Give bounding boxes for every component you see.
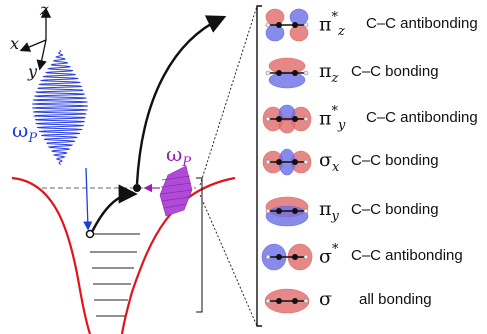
orbital-row: σx C–C bonding	[256, 143, 487, 181]
orbital-description: C–C bonding	[351, 152, 439, 169]
orbital-row: π*y C–C antibonding	[256, 100, 487, 138]
x-axis	[19, 39, 47, 52]
orbital-symbol: πz	[319, 60, 339, 86]
sigma-orbital-icon	[264, 288, 310, 314]
energy-levels	[88, 233, 140, 317]
orbital-row: σ* C–C antibonding	[256, 238, 487, 276]
orbital-symbol: πy	[319, 198, 339, 224]
pi-y-orbital-icon	[265, 196, 309, 227]
orbital-description: C–C antibonding	[366, 15, 478, 32]
pi-z-orbital-icon	[265, 57, 309, 89]
orbital-row: πy C–C bonding	[256, 192, 487, 230]
potential-curve	[11, 176, 236, 334]
excitation-arrow	[90, 184, 138, 233]
orbital-description: C–C bonding	[351, 201, 439, 218]
orbital-symbol: σ	[319, 288, 332, 310]
orbital-description: C–C antibonding	[351, 247, 463, 264]
orbital-symbol: π*y	[319, 104, 346, 134]
orbital-symbol: σ*	[319, 242, 339, 268]
coordinate-axes	[19, 7, 52, 71]
orbital-bracket	[256, 5, 262, 327]
orbital-description: all bonding	[359, 291, 432, 308]
bracket-line-top	[199, 5, 258, 186]
y-axis-label: y	[28, 62, 38, 81]
x-axis-label: x	[10, 34, 20, 53]
probe-arrow	[83, 167, 93, 231]
ionization-arrow	[135, 15, 227, 185]
bracket-line-bottom	[199, 194, 258, 327]
orbital-row: πz C–C bonding	[256, 54, 487, 92]
probe-pulse	[32, 49, 88, 166]
ground-state-point	[85, 229, 95, 239]
excited-state-point	[133, 184, 141, 192]
pump-pulse	[159, 165, 193, 217]
pi-star-y-orbital-icon	[262, 104, 312, 134]
orbital-description: C–C bonding	[351, 63, 439, 80]
sigma-star-orbital-icon	[261, 243, 313, 271]
orbital-row: π*z C–C antibonding	[256, 6, 487, 44]
pi-star-z-orbital-icon	[265, 8, 309, 42]
y-axis	[36, 39, 47, 71]
orbital-description: C–C antibonding	[366, 109, 478, 126]
z-axis-label: z	[40, 0, 49, 19]
pump-frequency-label: ωP	[166, 142, 192, 170]
orbital-row: σ all bonding	[256, 282, 487, 320]
small-bracket	[196, 177, 203, 313]
sigma-x-orbital-icon	[262, 148, 312, 176]
probe-frequency-label: ωP	[12, 118, 38, 146]
orbital-symbol: π*z	[319, 10, 345, 40]
orbital-symbol: σx	[319, 149, 340, 175]
